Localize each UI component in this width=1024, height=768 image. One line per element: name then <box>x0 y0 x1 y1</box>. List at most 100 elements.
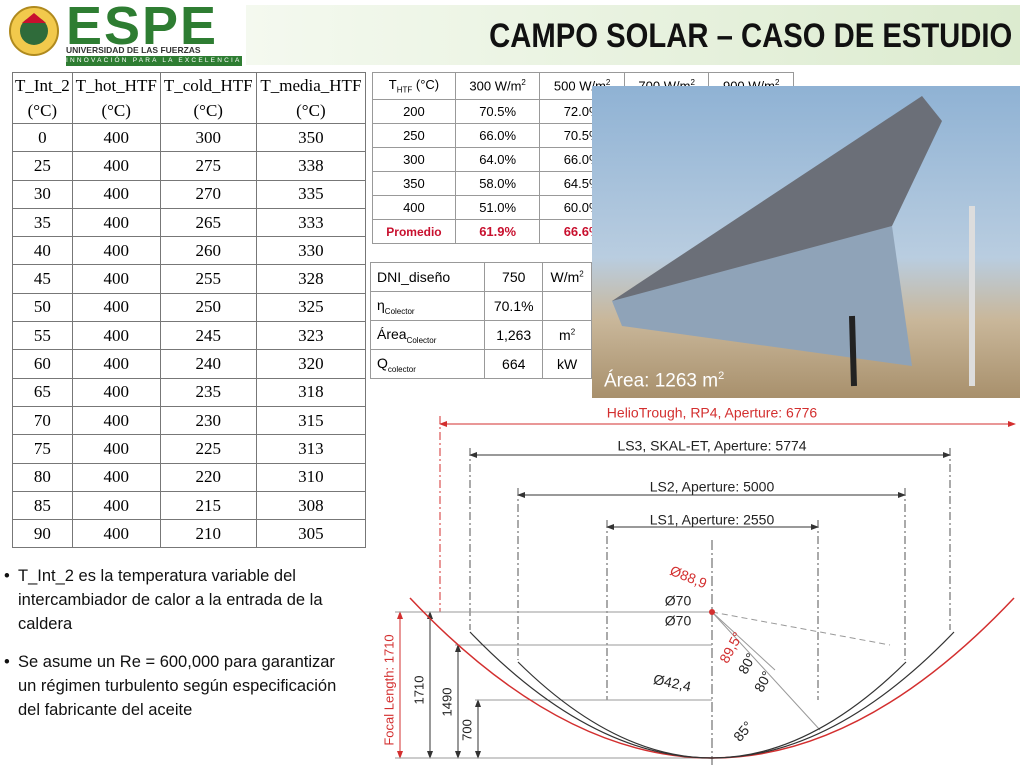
data-row: 55 400 245 323 <box>12 321 367 351</box>
data-cell: 310 <box>255 462 367 492</box>
data-cell: 75 <box>12 434 73 464</box>
data-cell: 64.0% <box>454 147 541 172</box>
data-cell: 400 <box>71 292 161 323</box>
data-cell: 255 <box>159 264 257 294</box>
cell-sup: 2 <box>570 327 576 337</box>
data-cell: 400 <box>71 434 161 464</box>
data-cell: 315 <box>255 405 367 436</box>
header-row: (°C) (°C) (°C) (°C) <box>12 98 367 124</box>
data-cell: 40 <box>12 236 73 266</box>
cell-text: Área <box>377 325 407 342</box>
data-cell: 330 <box>255 236 367 266</box>
data-cell: 35 <box>12 207 73 238</box>
data-cell <box>542 291 592 321</box>
data-cell: 80 <box>12 462 73 492</box>
data-cell: 333 <box>255 207 367 238</box>
data-cell: 400 <box>71 179 161 209</box>
diagram-label: 85° <box>730 718 756 745</box>
data-cell: 300 <box>159 122 257 153</box>
bullet: Se asume un Re = 600,000 para garantizar… <box>4 650 344 722</box>
data-cell: 50 <box>12 292 73 323</box>
cell-text: 1,263 <box>496 327 532 343</box>
diagram-label: LS3, SKAL-ET, Aperture: 5774 <box>617 438 806 454</box>
data-cell: 55 <box>12 321 73 351</box>
data-row: 30 400 270 335 <box>12 179 367 209</box>
data-row: 90 400 210 305 <box>12 519 367 549</box>
data-cell: 350 <box>255 122 367 153</box>
parabolas <box>409 597 1015 759</box>
data-cell: 664 <box>484 349 544 379</box>
data-cell: Qcolector <box>369 349 486 379</box>
diagram-label: 1490 <box>439 688 454 717</box>
data-cell: 320 <box>255 349 367 379</box>
data-row: 35 400 265 333 <box>12 207 367 238</box>
cell-sub: HTF <box>396 85 413 95</box>
data-cell: 335 <box>255 179 367 209</box>
data-row: 25 400 275 338 <box>12 151 367 181</box>
logo: ESPE UNIVERSIDAD DE LAS FUERZAS ARMADAS … <box>4 0 244 67</box>
data-cell: 350 <box>372 171 456 196</box>
title-bar: CAMPO SOLAR – CASO DE ESTUDIO <box>246 5 1020 65</box>
cell-sup: 2 <box>579 269 584 279</box>
header-cell: (°C) <box>255 98 367 124</box>
data-cell: 215 <box>159 490 257 521</box>
data-row: Qcolector 664 kW <box>369 349 592 379</box>
cell-text: m <box>559 327 571 343</box>
data-cell: 400 <box>71 207 161 238</box>
data-cell: 0 <box>12 122 73 153</box>
data-cell: ηColector <box>369 291 486 321</box>
data-cell: 225 <box>159 434 257 464</box>
data-cell: 210 <box>159 519 257 549</box>
motto: INNOVACIÓN PARA LA EXCELENCIA <box>66 56 242 66</box>
diagram-label: Ø88,9 <box>668 562 710 591</box>
cell-sup: 2 <box>774 78 780 88</box>
diagram-label: 80° <box>751 668 775 694</box>
header-cell: T_media_HTF <box>255 72 367 98</box>
data-row: 65 400 235 318 <box>12 377 367 407</box>
diagram-label: LS1, Aperture: 2550 <box>650 512 775 528</box>
data-cell: 305 <box>255 519 367 549</box>
data-cell: 400 <box>71 377 161 407</box>
data-cell: 400 <box>71 349 161 379</box>
cell-text: DNI_diseño <box>377 269 451 285</box>
diagram-label: LS2, Aperture: 5000 <box>650 479 775 495</box>
data-cell: 323 <box>255 321 367 351</box>
data-row: 85 400 215 308 <box>12 490 367 521</box>
data-cell: 60 <box>12 349 73 379</box>
data-cell: 400 <box>71 151 161 181</box>
data-cell: 400 <box>71 490 161 521</box>
logo-text: ESPE <box>66 0 219 56</box>
data-cell: 400 <box>71 519 161 549</box>
data-row: 80 400 220 310 <box>12 462 367 492</box>
cell-text: T <box>388 77 397 93</box>
data-cell: 400 <box>71 264 161 294</box>
data-cell: 66.0% <box>454 123 541 148</box>
data-cell: 325 <box>255 292 367 323</box>
data-row: ÁreaColector 1,263 m2 <box>369 320 592 350</box>
cell-sup: 2 <box>605 78 611 88</box>
data-cell: m2 <box>542 320 592 350</box>
header-cell: (°C) <box>71 98 161 124</box>
header-cell: (°C) <box>159 98 257 124</box>
trough-diagram: HelioTrough, RP4, Aperture: 6776 LS3, SKA… <box>381 405 1016 765</box>
cell-text: Q <box>377 354 388 371</box>
diagram-label: 80° <box>735 650 759 676</box>
diagram-label: Ø42,4 <box>652 671 693 695</box>
slide-title: CAMPO SOLAR – CASO DE ESTUDIO <box>488 17 1012 55</box>
header-cell: T_cold_HTF <box>159 72 257 98</box>
data-cell: 245 <box>159 321 257 351</box>
cell-text: 70.1% <box>493 298 534 314</box>
diagram-label: HelioTrough, RP4, Aperture: 6776 <box>607 405 818 421</box>
data-cell: 200 <box>372 99 456 124</box>
data-cell: W/m2 <box>542 262 592 292</box>
data-cell: 750 <box>484 262 544 292</box>
dimension-lines <box>395 416 1016 765</box>
data-cell: ÁreaColector <box>369 320 486 350</box>
data-cell: 220 <box>159 462 257 492</box>
data-cell: 235 <box>159 377 257 407</box>
data-cell: 400 <box>372 195 456 220</box>
cell-text: 300 W/m <box>469 78 522 94</box>
header-cell: T_hot_HTF <box>71 72 161 98</box>
header-cell: 300 W/m2 <box>454 72 541 100</box>
data-cell: 308 <box>255 490 367 521</box>
